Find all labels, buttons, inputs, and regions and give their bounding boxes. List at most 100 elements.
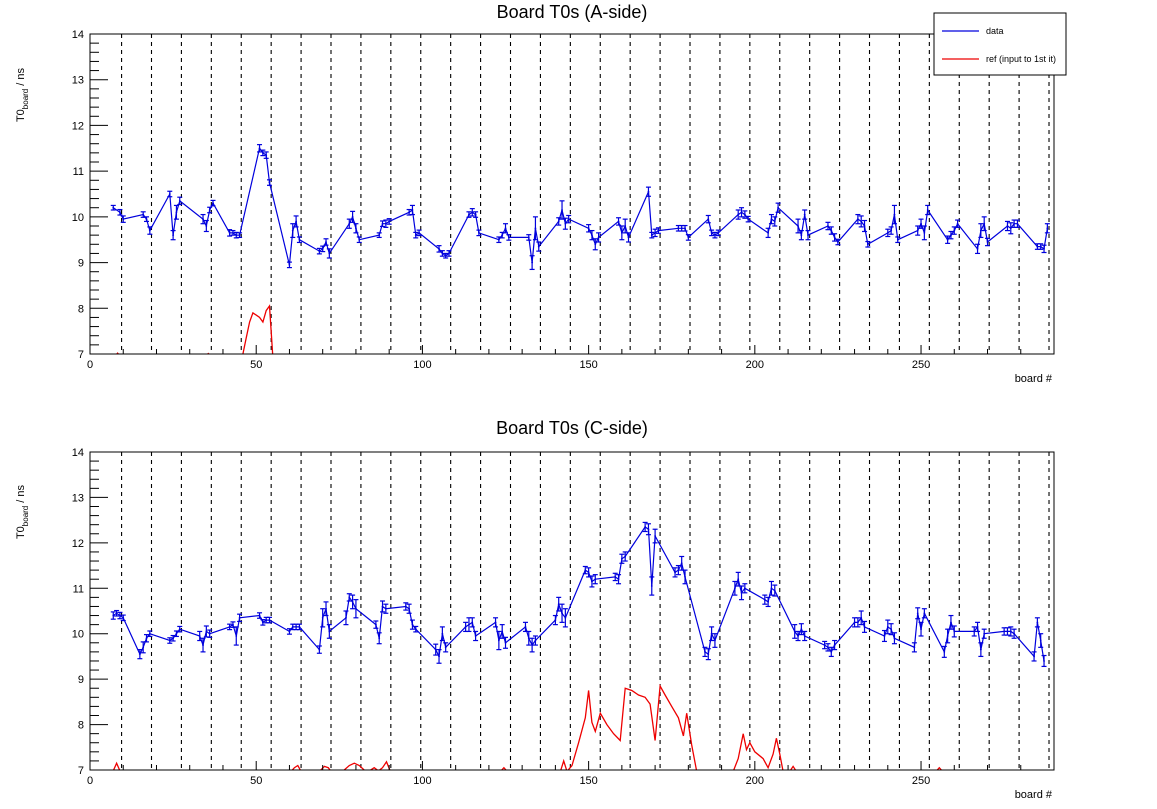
data-point xyxy=(627,236,630,239)
data-point xyxy=(119,211,121,214)
data-point xyxy=(647,528,650,531)
x-tick-label: 50 xyxy=(250,775,262,787)
data-point xyxy=(258,147,261,150)
y-tick-label: 9 xyxy=(78,674,84,686)
data-point xyxy=(178,199,181,202)
data-point xyxy=(438,247,440,250)
data-point xyxy=(441,632,444,635)
x-tick-label: 100 xyxy=(413,775,431,787)
data-point xyxy=(168,639,171,642)
ref-segment xyxy=(291,764,302,770)
x-axis-label-a: board # xyxy=(1015,373,1053,385)
data-point xyxy=(650,234,653,237)
y-label-unit-c: / ns xyxy=(15,484,27,505)
data-point xyxy=(916,229,919,232)
data-point xyxy=(232,623,234,626)
data-point xyxy=(591,234,593,237)
y-tick-label: 14 xyxy=(72,29,84,41)
data-point xyxy=(1046,227,1049,230)
data-point xyxy=(773,220,776,223)
data-point xyxy=(979,229,982,232)
ref-series-c xyxy=(112,683,943,770)
y-tick-label: 9 xyxy=(78,258,84,270)
data-point xyxy=(950,621,952,624)
data-point xyxy=(737,578,740,581)
data-point xyxy=(261,151,264,154)
y-label-sub-c: board xyxy=(21,506,30,526)
data-point xyxy=(318,250,321,253)
data-point xyxy=(890,229,893,232)
data-point xyxy=(687,236,690,239)
data-point xyxy=(647,190,650,193)
data-point xyxy=(202,218,204,221)
data-point xyxy=(773,589,776,592)
data-point xyxy=(624,555,627,558)
data-point xyxy=(115,612,118,615)
data-point xyxy=(893,213,896,216)
data-point xyxy=(355,607,357,610)
y-tick-label: 7 xyxy=(78,765,84,777)
data-point xyxy=(468,213,470,216)
data-point xyxy=(537,245,540,248)
panel-c-side: Board T0s (C-side) 7 8 9 10 11 12 13 14 0 50 100 1… xyxy=(15,418,1055,801)
data-point xyxy=(707,218,710,221)
data-point xyxy=(434,648,437,651)
x-tick-label: 200 xyxy=(746,775,764,787)
data-point xyxy=(228,231,231,234)
data-point xyxy=(714,639,716,642)
data-point xyxy=(833,236,836,239)
data-point xyxy=(710,632,713,635)
data-point xyxy=(554,619,557,621)
data-point xyxy=(321,247,324,250)
data-point xyxy=(800,234,803,237)
data-point xyxy=(168,193,171,195)
data-point xyxy=(112,614,115,617)
data-point xyxy=(145,218,148,221)
data-point xyxy=(478,231,480,234)
data-point xyxy=(212,202,214,205)
chart-title-c: Board T0s (C-side) xyxy=(496,418,648,438)
data-point xyxy=(441,252,444,255)
data-point xyxy=(1036,245,1039,248)
y-tick-label: 8 xyxy=(78,303,84,315)
y-tick-label: 7 xyxy=(78,349,84,361)
data-point xyxy=(561,612,563,615)
data-point xyxy=(291,229,294,232)
y-tick-label: 12 xyxy=(72,538,84,550)
data-point xyxy=(644,526,647,528)
x-axis-label-c: board # xyxy=(1015,789,1053,801)
plot-frame-c xyxy=(89,451,1055,771)
data-point xyxy=(743,587,746,590)
data-point xyxy=(976,626,979,628)
x-tick-label: 100 xyxy=(413,359,431,371)
data-point xyxy=(474,635,477,637)
data-point xyxy=(564,616,567,619)
plot-frame-a xyxy=(89,33,1055,355)
ref-segment xyxy=(789,765,797,770)
data-point xyxy=(587,571,590,574)
data-point xyxy=(238,616,241,619)
data-point xyxy=(983,222,986,225)
data-point xyxy=(265,154,268,157)
data-point xyxy=(325,607,327,610)
data-point xyxy=(1003,630,1006,633)
data-point xyxy=(926,209,929,211)
data-point xyxy=(321,616,324,619)
data-point xyxy=(418,231,420,234)
data-point xyxy=(531,644,534,646)
data-point xyxy=(448,252,450,255)
data-point xyxy=(265,619,268,621)
data-point xyxy=(564,222,567,225)
data-point xyxy=(763,598,766,601)
x-axis-c: 0 50 100 150 200 250 xyxy=(87,761,1055,787)
data-point xyxy=(298,238,301,241)
x-tick-label: 150 xyxy=(579,775,597,787)
data-point xyxy=(145,637,148,640)
data-point xyxy=(793,630,796,633)
legend-label-data: data xyxy=(986,26,1004,36)
data-point xyxy=(620,557,623,560)
data-point xyxy=(288,263,291,266)
data-point xyxy=(677,227,680,230)
data-point xyxy=(494,621,497,624)
data-point xyxy=(654,231,657,234)
